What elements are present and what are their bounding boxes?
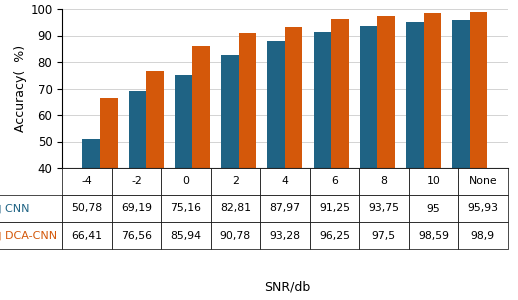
Bar xyxy=(128,91,146,274)
Bar xyxy=(470,12,487,274)
Text: SNR/db: SNR/db xyxy=(264,281,311,294)
Bar xyxy=(331,19,349,274)
Bar xyxy=(193,46,210,274)
Bar xyxy=(285,27,303,274)
Bar xyxy=(175,75,193,274)
Bar xyxy=(100,98,118,274)
Bar xyxy=(82,140,100,274)
Bar xyxy=(313,32,331,274)
Y-axis label: Accuracy(  %): Accuracy( %) xyxy=(15,45,27,132)
Bar xyxy=(146,71,164,274)
Bar xyxy=(221,55,239,274)
Bar xyxy=(452,20,470,274)
Bar xyxy=(406,22,424,274)
Bar xyxy=(377,16,395,274)
Bar xyxy=(424,13,441,274)
Bar xyxy=(360,26,377,274)
Bar xyxy=(239,33,256,274)
Bar xyxy=(267,41,285,274)
